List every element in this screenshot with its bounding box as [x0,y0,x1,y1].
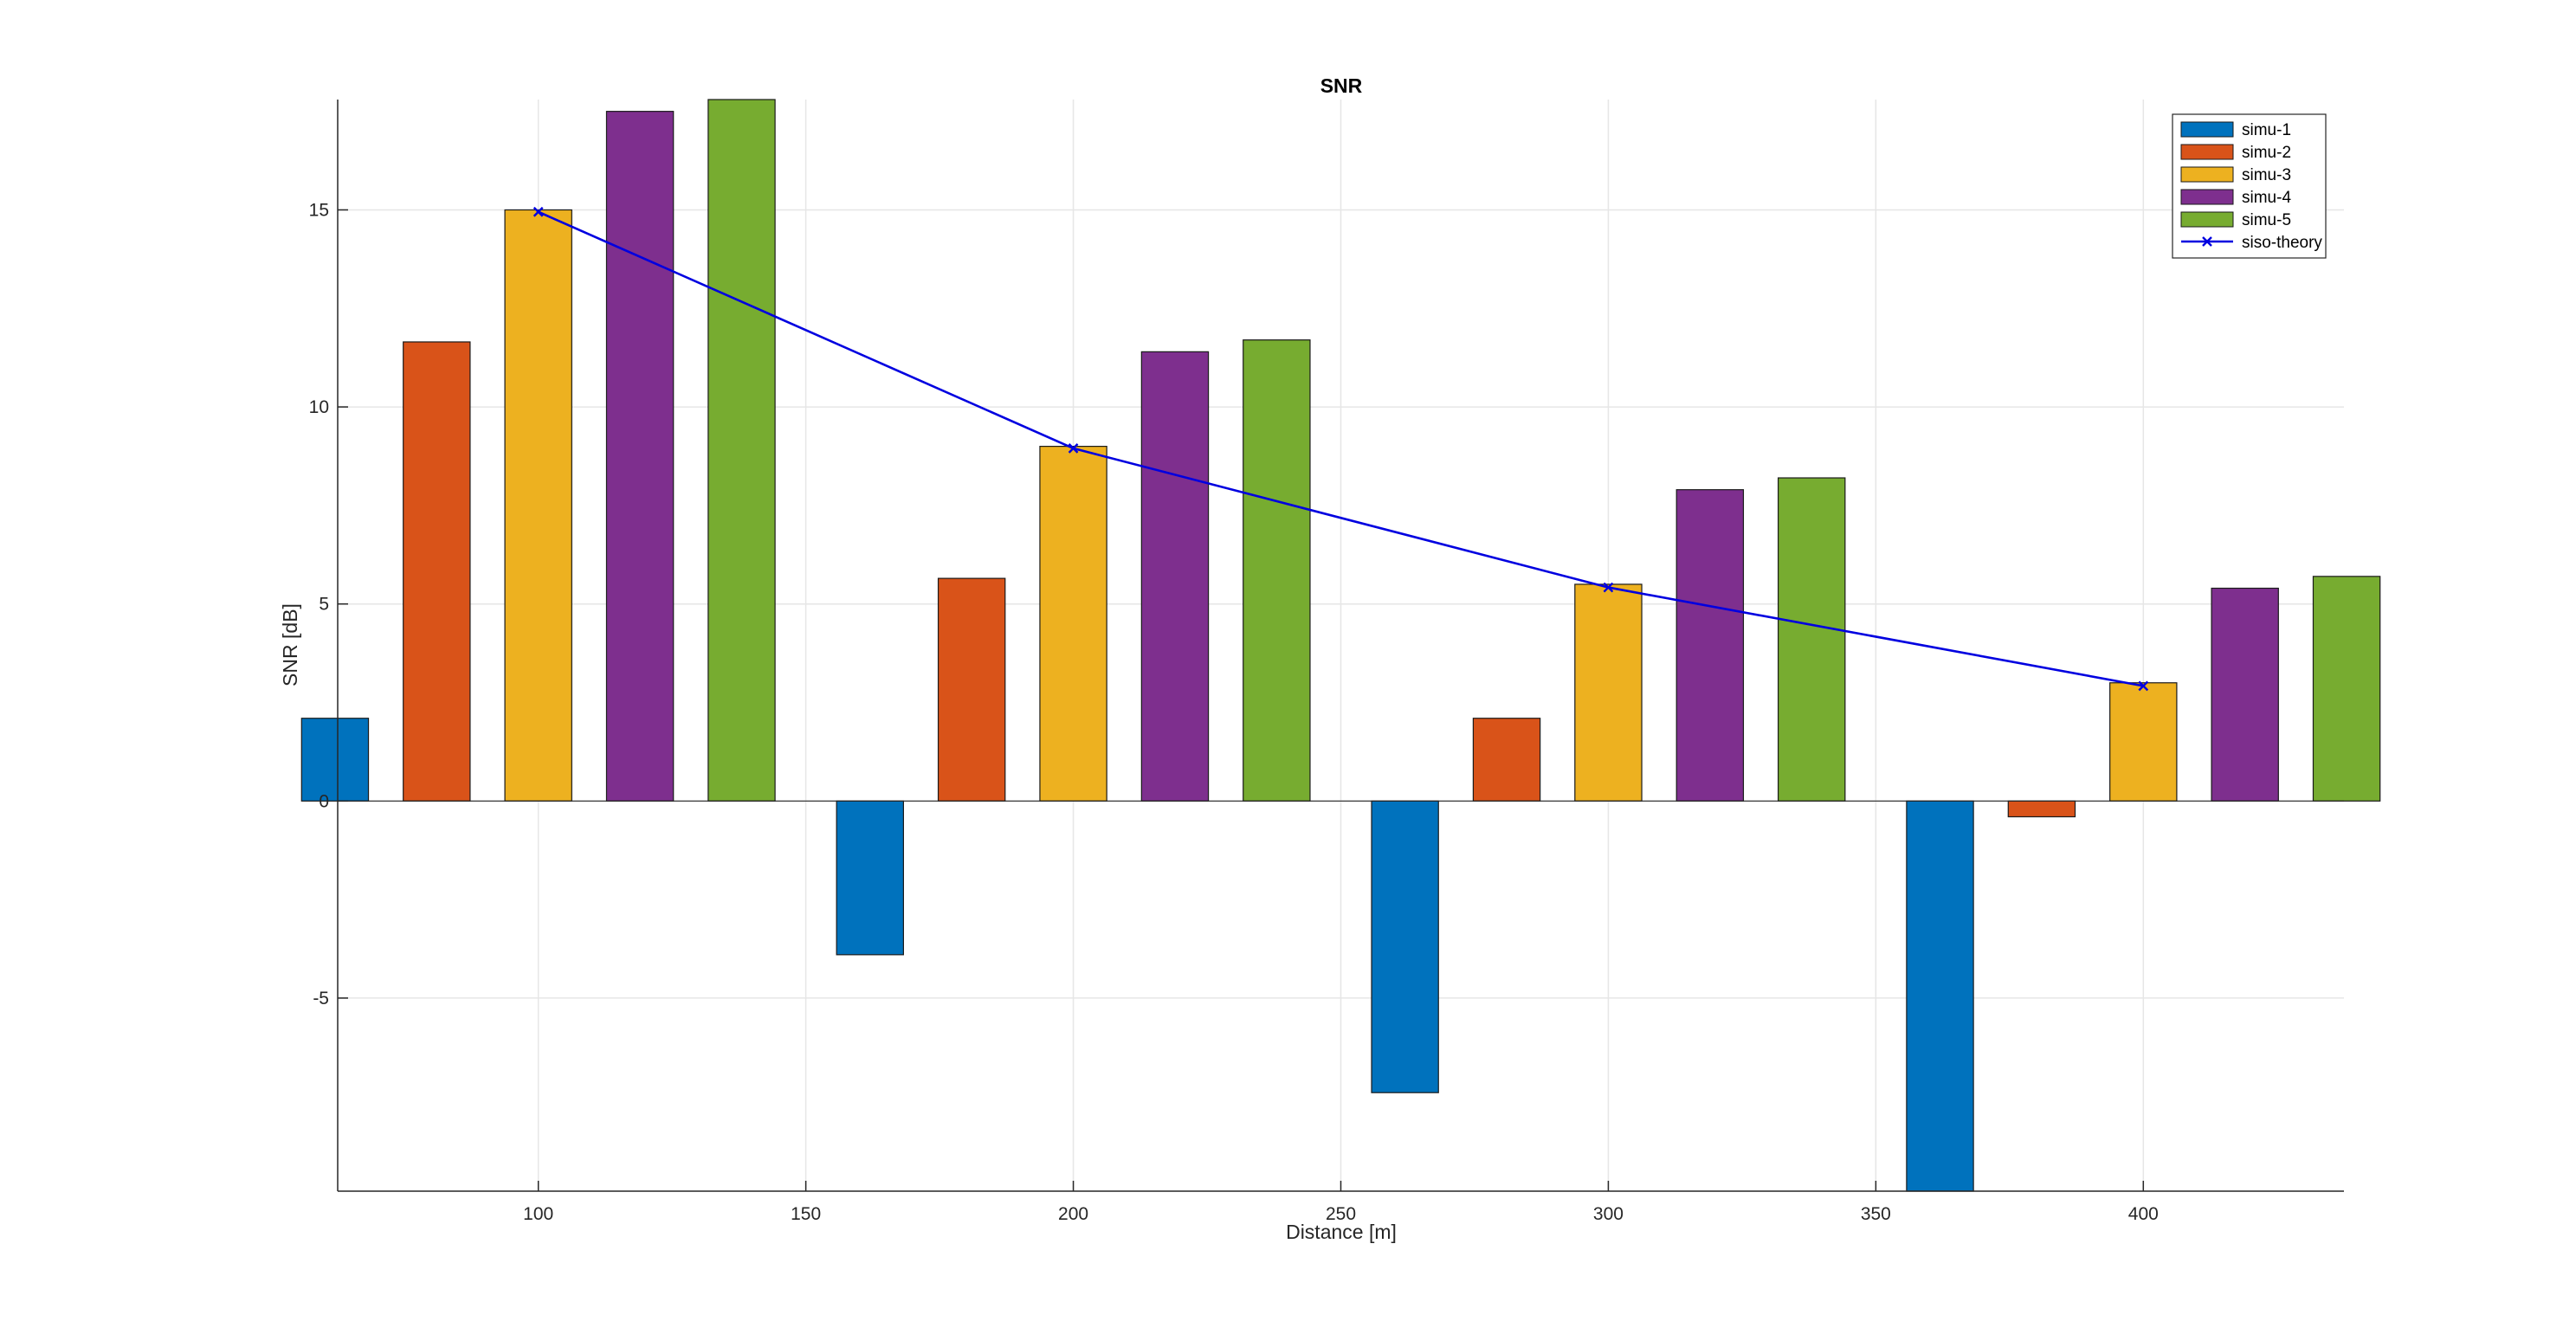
bar-simu-1-300 [1371,800,1439,1093]
tick-labels: 100 150 200 250 300 350 400 -5 0 5 10 15 [309,200,2159,1224]
bar-simu-4-300 [1675,489,1745,802]
bar-simu-2-300 [1472,718,1541,802]
marker-stroke [1068,443,1079,454]
x-tick-label: 350 [1861,1204,1891,1224]
legend-label-simu-1: simu-1 [2242,121,2291,139]
legend-swatch-simu-4 [2180,189,2234,205]
chart-title: SNR [1320,74,1363,97]
siso-theory-marker [1068,443,1079,454]
bar-simu-1-200 [836,800,904,956]
bar-simu-2-200 [937,577,1006,802]
bar-simu-3-400 [2109,682,2178,802]
siso-theory-marker [2138,680,2149,692]
legend-swatch-simu-2 [2180,144,2234,160]
x-tick-label: 150 [791,1204,821,1224]
y-tick-label: 10 [309,397,329,417]
x-tick-label: 100 [523,1204,553,1224]
axes [337,100,2344,1192]
bar-simu-3-300 [1574,583,1643,802]
siso-theory-line [538,210,2144,687]
bar-simu-4-200 [1140,351,1210,802]
bar-simu-1-100 [300,718,370,802]
y-tick-label: 15 [309,200,329,220]
bar-simu-5-300 [1778,477,1846,802]
legend-marker-stroke [2202,236,2212,247]
siso-theory-marker [1603,582,1614,593]
legend-label-siso-theory: siso-theory [2242,234,2322,252]
y-tick-label: 5 [319,595,329,615]
legend: simu-1 simu-2 simu-3 simu-4 simu-5 siso-theor… [2172,113,2327,259]
siso-theory-marker [533,206,544,217]
legend-label-simu-4: simu-4 [2242,189,2291,207]
siso-theory-line-group [533,206,2149,692]
x-tick-label: 200 [1058,1204,1088,1224]
legend-label-simu-2: simu-2 [2242,144,2291,162]
legend-label-simu-5: simu-5 [2242,211,2291,229]
x-tick-label: 400 [2128,1204,2159,1224]
bar-simu-2-100 [403,341,471,802]
bar-simu-5-200 [1243,339,1311,802]
bar-simu-4-400 [2211,587,2279,802]
x-axis-label: Distance [m] [1286,1221,1397,1243]
bar-simu-2-400 [2007,800,2076,818]
marker-stroke [2138,680,2149,692]
bar-simu-3-200 [1039,446,1107,802]
y-tick-label: 0 [319,791,329,811]
marker-stroke [533,206,544,217]
bar-group [300,99,2381,1192]
marker-stroke [1603,582,1614,593]
bar-simu-3-100 [504,209,572,802]
bar-simu-5-100 [707,99,776,802]
y-axis-label: SNR [dB] [279,603,301,686]
legend-swatch-simu-3 [2180,166,2234,183]
y-tick-label: -5 [313,989,329,1009]
bar-simu-4-100 [605,111,675,802]
legend-label-simu-3: simu-3 [2242,166,2291,184]
legend-swatch-simu-1 [2180,121,2234,138]
bar-simu-5-400 [2312,576,2381,802]
x-tick-label: 300 [1593,1204,1624,1224]
legend-swatch-simu-5 [2180,211,2234,228]
bar-simu-1-400 [1906,800,1974,1192]
legend-box [2172,113,2327,259]
x-tick-label: 250 [1326,1204,1356,1224]
